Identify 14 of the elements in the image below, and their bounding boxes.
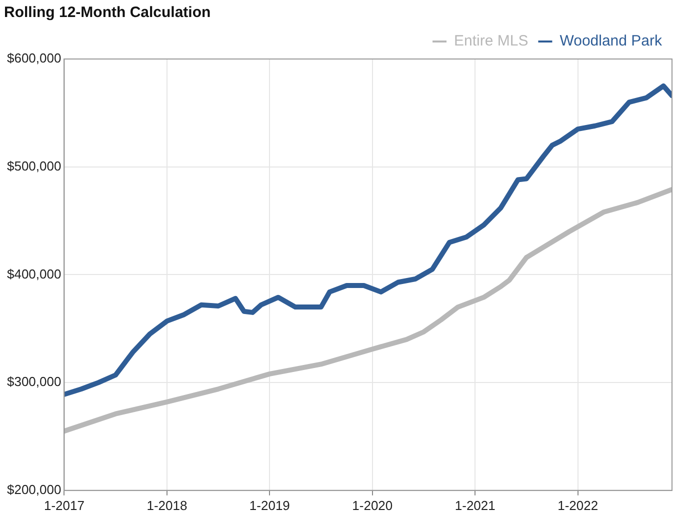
x-tick-label: 1-2021 — [454, 498, 496, 513]
y-tick-label: $600,000 — [6, 50, 62, 66]
legend-label: Woodland Park — [560, 32, 662, 50]
x-tick-label: 1-2022 — [558, 498, 598, 513]
legend-label: Entire MLS — [454, 32, 528, 50]
x-tick-label: 1-2019 — [249, 498, 290, 513]
x-tick-label: 1-2020 — [352, 498, 393, 513]
x-tick-label: 1-2017 — [44, 498, 84, 513]
y-tick-label: $200,000 — [6, 482, 62, 497]
x-tick-label: 1-2018 — [146, 498, 188, 513]
chart-title: Rolling 12-Month Calculation — [4, 4, 211, 22]
y-tick-label: $300,000 — [6, 374, 62, 390]
y-tick-label: $400,000 — [6, 266, 62, 282]
y-tick-label: $500,000 — [6, 158, 62, 174]
